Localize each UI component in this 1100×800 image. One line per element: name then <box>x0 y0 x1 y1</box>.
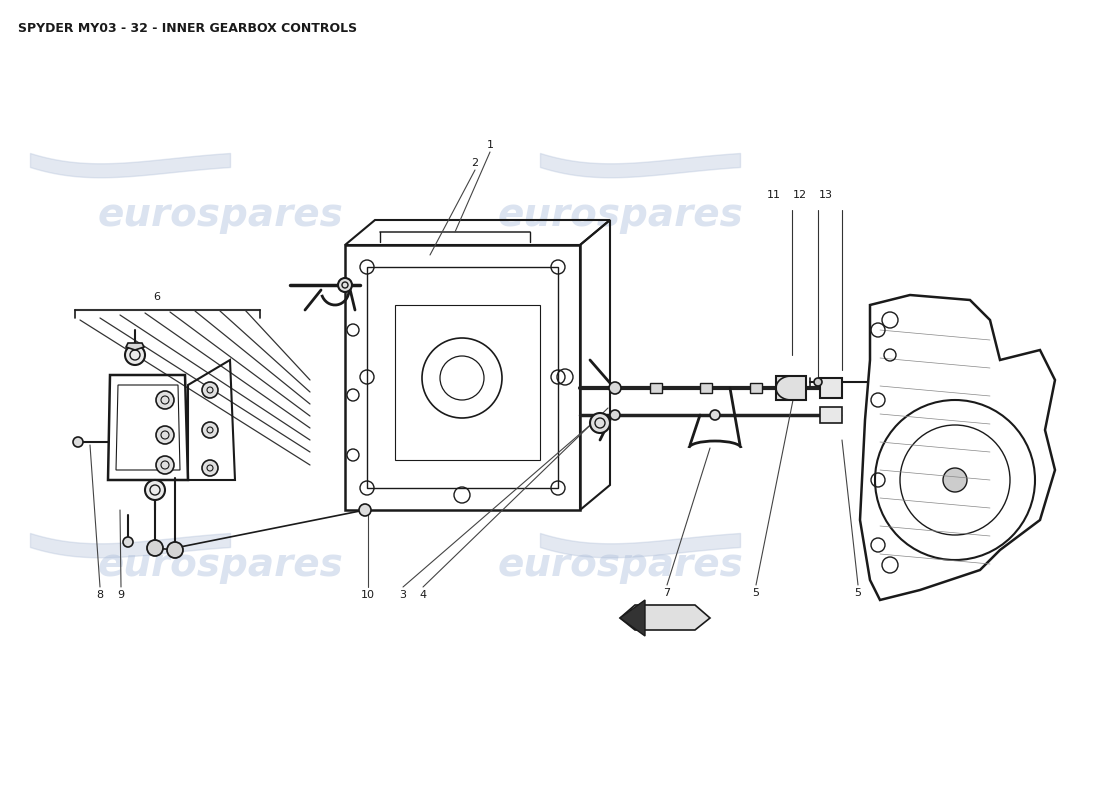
Circle shape <box>610 410 620 420</box>
Circle shape <box>156 456 174 474</box>
Circle shape <box>710 410 720 420</box>
Text: eurospares: eurospares <box>497 546 742 584</box>
Circle shape <box>590 413 610 433</box>
Circle shape <box>156 426 174 444</box>
Circle shape <box>125 345 145 365</box>
Text: eurospares: eurospares <box>97 546 343 584</box>
Bar <box>700 383 712 393</box>
Circle shape <box>147 540 163 556</box>
Circle shape <box>943 468 967 492</box>
Circle shape <box>202 382 218 398</box>
Circle shape <box>156 391 174 409</box>
Bar <box>820 407 842 423</box>
Text: 8: 8 <box>97 590 103 600</box>
Bar <box>650 383 662 393</box>
Circle shape <box>814 378 822 386</box>
Text: eurospares: eurospares <box>497 196 742 234</box>
Polygon shape <box>620 600 645 636</box>
Text: 7: 7 <box>663 588 671 598</box>
Text: 4: 4 <box>419 590 427 600</box>
Bar <box>820 378 842 398</box>
Text: SPYDER MY03 - 32 - INNER GEARBOX CONTROLS: SPYDER MY03 - 32 - INNER GEARBOX CONTROL… <box>18 22 358 35</box>
Text: 1: 1 <box>486 140 494 150</box>
Text: 11: 11 <box>767 190 781 200</box>
Circle shape <box>202 460 218 476</box>
Circle shape <box>609 382 622 394</box>
Text: 5: 5 <box>752 588 759 598</box>
Polygon shape <box>620 605 710 630</box>
Bar <box>750 383 762 393</box>
Text: 10: 10 <box>361 590 375 600</box>
Text: 2: 2 <box>472 158 478 168</box>
Text: 6: 6 <box>154 292 161 302</box>
Text: 5: 5 <box>855 588 861 598</box>
Circle shape <box>202 422 218 438</box>
Text: eurospares: eurospares <box>97 196 343 234</box>
Circle shape <box>359 504 371 516</box>
Text: 3: 3 <box>399 590 407 600</box>
Circle shape <box>73 437 82 447</box>
Circle shape <box>338 278 352 292</box>
Circle shape <box>145 480 165 500</box>
Text: 9: 9 <box>118 590 124 600</box>
Circle shape <box>123 537 133 547</box>
Circle shape <box>167 542 183 558</box>
Text: 13: 13 <box>820 190 833 200</box>
Text: 12: 12 <box>793 190 807 200</box>
Polygon shape <box>126 343 144 350</box>
Bar <box>776 376 806 400</box>
